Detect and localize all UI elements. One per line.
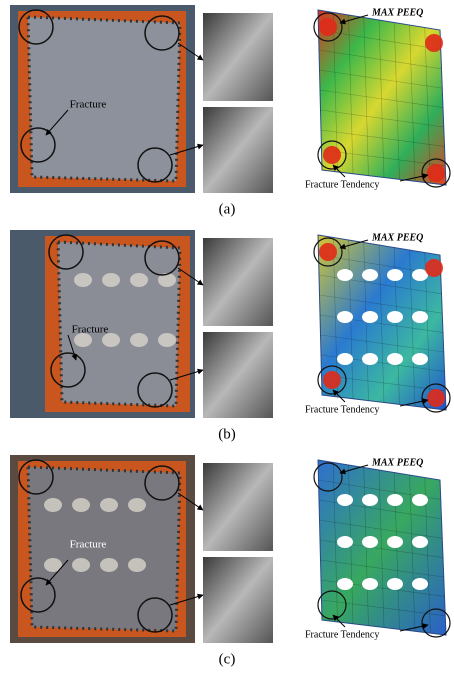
fracture-tendency-label: Fracture Tendency — [305, 179, 379, 190]
peak-spot — [319, 243, 337, 261]
peak-spot — [427, 164, 445, 182]
membrane-hole — [100, 498, 118, 512]
fracture-label: Fracture — [72, 324, 109, 336]
fem-hole — [387, 494, 403, 506]
fem-hole — [337, 536, 353, 548]
fem-hole — [387, 578, 403, 590]
panel-label: (a) — [219, 201, 236, 217]
fem-hole — [387, 311, 403, 323]
figure: Fracture MAX PEEQ Fracture Tendency (a) Frac… — [0, 0, 454, 675]
max-peeq-label: MAX PEEQ — [371, 7, 423, 18]
fracture-tendency-label: Fracture Tendency — [305, 629, 379, 640]
fem-hole — [412, 494, 428, 506]
membrane-hole — [128, 498, 146, 512]
peak-spot — [319, 18, 337, 36]
fem-hole — [362, 578, 378, 590]
fracture-label: Fracture — [70, 539, 107, 551]
fem-hole — [337, 269, 353, 281]
membrane-hole — [102, 273, 120, 287]
detail-photo — [203, 238, 273, 326]
membrane-hole — [74, 273, 92, 287]
fem-hole — [412, 311, 428, 323]
fem-hole — [412, 578, 428, 590]
max-peeq-label: MAX PEEQ — [371, 232, 423, 243]
fem-hole — [387, 536, 403, 548]
fem-hole — [362, 269, 378, 281]
detail-photo — [203, 332, 273, 418]
membrane-hole — [72, 558, 90, 572]
detail-photo — [203, 463, 273, 551]
membrane-hole — [130, 273, 148, 287]
fem-hole — [387, 269, 403, 281]
max-peeq-label: MAX PEEQ — [371, 457, 423, 468]
fem-hole — [337, 578, 353, 590]
membrane-hole — [100, 558, 118, 572]
fem-hole — [337, 311, 353, 323]
panel-label: (b) — [218, 426, 236, 442]
peak-spot — [427, 389, 445, 407]
peak-spot — [425, 34, 443, 52]
fracture-label: Fracture — [70, 99, 107, 111]
membrane-hole — [72, 498, 90, 512]
peak-spot — [323, 146, 341, 164]
detail-photo — [203, 107, 273, 193]
fem-hole — [337, 494, 353, 506]
panel-label: (c) — [219, 651, 236, 667]
detail-photo — [203, 557, 273, 643]
detail-photo — [203, 13, 273, 101]
membrane-hole — [130, 333, 148, 347]
fem-hole — [387, 353, 403, 365]
fracture-tendency-label: Fracture Tendency — [305, 404, 379, 415]
fem-hole — [362, 311, 378, 323]
membrane-hole — [158, 333, 176, 347]
peak-spot — [323, 371, 341, 389]
fem-hole — [337, 353, 353, 365]
fem-hole — [362, 536, 378, 548]
membrane-hole — [44, 498, 62, 512]
peak-spot — [425, 259, 443, 277]
fem-hole — [362, 494, 378, 506]
fem-hole — [412, 536, 428, 548]
fem-hole — [412, 353, 428, 365]
fem-hole — [362, 353, 378, 365]
membrane-hole — [128, 558, 146, 572]
